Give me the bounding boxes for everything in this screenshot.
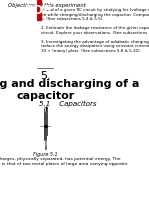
Text: 5.: 5. (40, 71, 51, 81)
Bar (45, 146, 46, 149)
Text: reduce the energy dissipation using constant current (i=constant across the capa: reduce the energy dissipation using cons… (41, 44, 149, 48)
Text: n. (See subsections 5.4 & 5.5).: n. (See subsections 5.4 & 5.5). (41, 17, 104, 21)
Text: A system of charges, physically separated, has potential energy. The
simplest ex: A system of charges, physically separate… (0, 157, 128, 166)
Text: 5.1    Capacitors: 5.1 Capacitors (39, 101, 97, 107)
Text: Objectives of this experiment: Objectives of this experiment (8, 3, 86, 8)
Text: PDF: PDF (25, 4, 53, 16)
Text: circuit. Explore your observations. (See subsections 5.7).: circuit. Explore your observations. (See… (41, 30, 149, 34)
Text: 2. Estimate the leakage resistance of the given capacitor by studying a series R: 2. Estimate the leakage resistance of th… (41, 26, 149, 30)
Text: Charging and discharging of a
capacitor: Charging and discharging of a capacitor (0, 79, 139, 101)
Text: al and of a given RC circuit by studying for (voltage across the: al and of a given RC circuit by studying… (41, 8, 149, 12)
Bar (37, 0, 41, 20)
Bar (44, 112, 45, 140)
Text: ph while charging/discharging the capacitor. Compare with: ph while charging/discharging the capaci… (41, 12, 149, 16)
Text: 3. Investigating the advantage of adiabatic charging on a stages of a capacitor : 3. Investigating the advantage of adiaba… (41, 39, 149, 44)
Text: Figure 5.1: Figure 5.1 (33, 152, 58, 157)
Text: 10 + (many) plots. (See subsections 5.8 & 5.10).: 10 + (many) plots. (See subsections 5.8 … (41, 49, 141, 52)
